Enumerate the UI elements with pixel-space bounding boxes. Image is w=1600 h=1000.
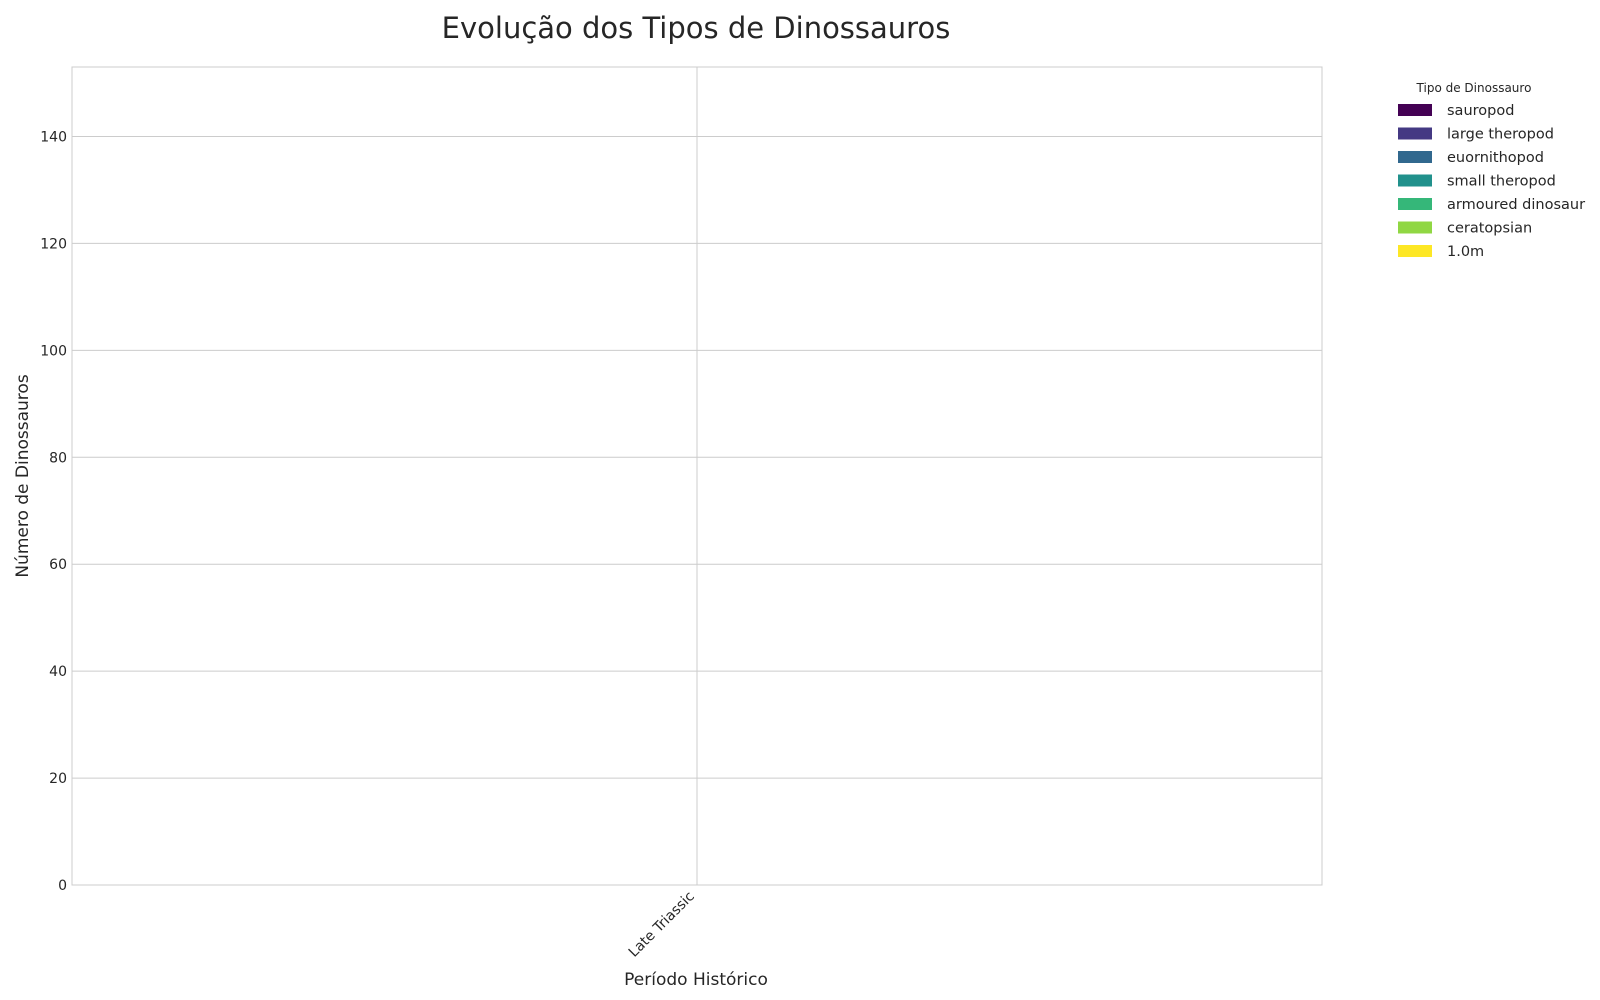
legend-swatch bbox=[1398, 174, 1432, 187]
legend-label: sauropod bbox=[1447, 103, 1514, 119]
legend-swatch bbox=[1398, 127, 1432, 140]
legend-label: armoured dinosaur bbox=[1447, 197, 1585, 213]
y-tick-label: 80 bbox=[49, 450, 67, 466]
legend-label: large theropod bbox=[1447, 127, 1554, 143]
x-tick-labels: Late Triassic bbox=[626, 889, 698, 961]
y-tick-label: 120 bbox=[40, 236, 67, 252]
y-tick-labels: 0 20 40 60 80 100 120 140 bbox=[40, 130, 67, 894]
legend-title: Tipo de Dinossauro bbox=[1416, 81, 1532, 95]
x-axis-label: Período Histórico bbox=[624, 970, 768, 990]
y-tick-label: 60 bbox=[49, 557, 67, 573]
legend-swatch bbox=[1398, 151, 1432, 163]
y-tick-label: 20 bbox=[49, 771, 67, 787]
plot-area-frame bbox=[71, 66, 1323, 886]
legend-label: euornithopod bbox=[1447, 150, 1544, 166]
legend-swatch bbox=[1398, 198, 1432, 210]
y-tick-label: 40 bbox=[49, 664, 67, 680]
y-tick-label: 100 bbox=[40, 343, 67, 359]
legend-label: 1.0m bbox=[1447, 244, 1484, 260]
y-tick-label: 0 bbox=[58, 878, 67, 894]
y-tick-label: 140 bbox=[40, 130, 67, 146]
legend-swatch bbox=[1398, 245, 1432, 257]
legend-label: small theropod bbox=[1447, 174, 1556, 190]
legend-label: ceratopsian bbox=[1447, 221, 1532, 237]
legend: Tipo de Dinossauro sauropod large theropo… bbox=[1398, 81, 1585, 260]
legend-swatch bbox=[1398, 104, 1432, 116]
chart-title: Evolução dos Tipos de Dinossauros bbox=[442, 11, 951, 45]
legend-swatch bbox=[1398, 221, 1432, 234]
x-tick-label: Late Triassic bbox=[626, 889, 698, 961]
y-axis-label: Número de Dinossauros bbox=[13, 374, 33, 577]
